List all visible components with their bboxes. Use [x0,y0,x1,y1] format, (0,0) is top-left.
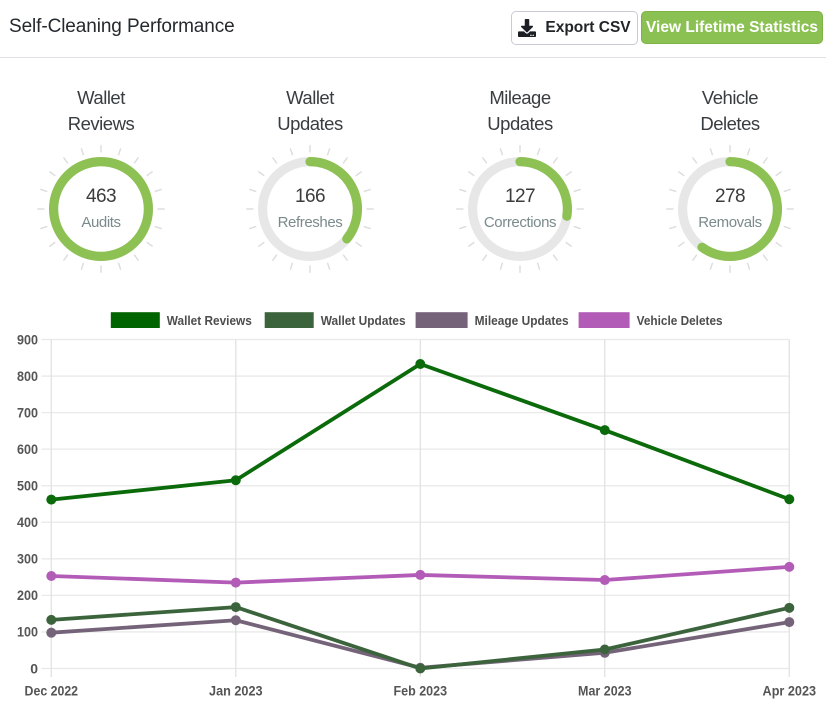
svg-text:700: 700 [17,404,38,420]
svg-text:800: 800 [17,368,38,384]
svg-text:300: 300 [17,551,38,567]
svg-text:100: 100 [17,624,38,640]
svg-text:500: 500 [17,478,38,494]
svg-text:400: 400 [17,514,38,530]
svg-text:0: 0 [30,660,38,676]
svg-text:600: 600 [17,441,38,457]
svg-text:Mileage Updates: Mileage Updates [475,313,569,328]
svg-text:Wallet Updates: Wallet Updates [321,313,406,328]
svg-text:Wallet Reviews: Wallet Reviews [167,313,252,328]
svg-text:Feb 2023: Feb 2023 [394,683,448,699]
svg-text:Mar 2023: Mar 2023 [578,683,632,699]
svg-text:200: 200 [17,587,38,603]
svg-text:Dec 2022: Dec 2022 [25,683,79,699]
svg-text:900: 900 [17,331,38,347]
svg-text:Jan 2023: Jan 2023 [209,683,263,699]
svg-text:Vehicle Deletes: Vehicle Deletes [637,313,723,328]
svg-text:Apr 2023: Apr 2023 [763,683,817,699]
